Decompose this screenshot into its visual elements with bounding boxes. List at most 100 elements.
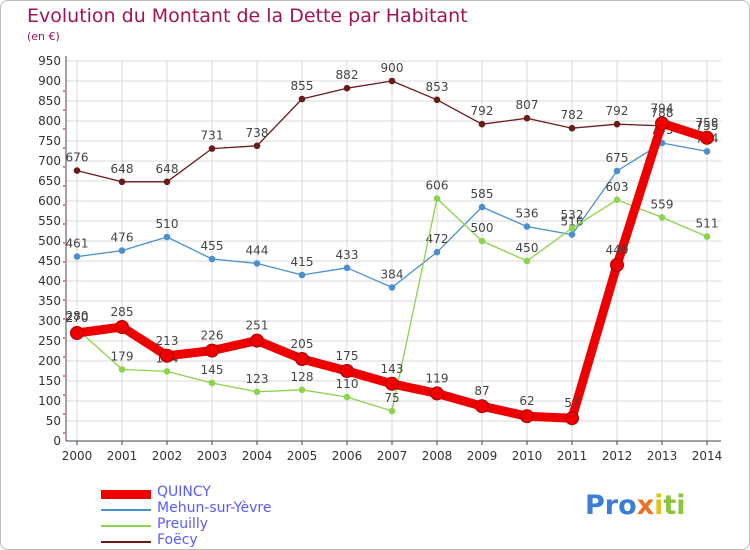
data-label-mehun-sur-yevre: 444 <box>246 243 269 257</box>
data-label-foecy: 731 <box>201 129 224 143</box>
data-point-quincy <box>205 343 219 358</box>
data-label-quincy: 213 <box>156 334 179 348</box>
x-tick-label: 2013 <box>647 449 678 463</box>
data-point-mehun-sur-yevre <box>73 253 81 260</box>
data-point-quincy <box>70 326 84 340</box>
data-point-foecy <box>613 120 621 128</box>
x-tick-label: 2001 <box>107 449 138 463</box>
x-tick-label: 2009 <box>467 449 498 463</box>
x-tick-label: 2008 <box>422 449 453 463</box>
data-point-preuilly <box>433 195 441 202</box>
data-point-foecy <box>253 142 261 150</box>
data-label-preuilly: 145 <box>201 363 224 377</box>
data-label-preuilly: 280 <box>66 309 89 323</box>
legend-label: QUINCY <box>157 484 211 500</box>
data-point-foecy <box>298 95 306 103</box>
y-tick-label: 550 <box>38 214 61 228</box>
data-label-preuilly: 500 <box>471 221 494 235</box>
y-tick-label: 350 <box>38 294 61 308</box>
data-point-preuilly <box>388 407 396 415</box>
data-point-quincy <box>160 348 174 363</box>
data-label-foecy: 676 <box>66 151 89 165</box>
proxiti-logo: Proxiti <box>585 490 686 521</box>
data-point-foecy <box>523 114 531 122</box>
y-tick-label: 900 <box>38 74 61 88</box>
data-point-quincy <box>520 409 534 424</box>
data-label-mehun-sur-yevre: 476 <box>111 231 134 245</box>
data-point-quincy <box>385 376 399 391</box>
x-tick-label: 2005 <box>287 449 318 463</box>
data-label-quincy: 794 <box>651 101 674 115</box>
data-label-foecy: 792 <box>606 104 629 118</box>
y-tick-label: 100 <box>38 394 61 408</box>
data-point-quincy <box>115 320 129 334</box>
y-tick-label: 850 <box>38 94 61 108</box>
data-label-foecy: 782 <box>561 108 584 122</box>
data-point-mehun-sur-yevre <box>523 223 531 230</box>
data-label-foecy: 882 <box>336 68 359 82</box>
logo-letter: i <box>654 490 664 521</box>
data-label-preuilly: 110 <box>336 377 359 391</box>
legend-item-preuilly: Preuilly <box>101 516 301 533</box>
data-point-preuilly <box>703 233 711 240</box>
data-label-preuilly: 128 <box>291 370 314 384</box>
data-label-preuilly: 559 <box>651 197 674 211</box>
data-label-preuilly: 532 <box>561 208 584 222</box>
data-label-foecy: 648 <box>156 162 179 176</box>
data-point-mehun-sur-yevre <box>703 148 711 155</box>
data-point-quincy <box>340 364 354 378</box>
x-tick-label: 2006 <box>332 449 363 463</box>
data-point-mehun-sur-yevre <box>613 167 621 175</box>
data-label-foecy: 900 <box>381 61 404 75</box>
data-label-preuilly: 75 <box>384 391 399 405</box>
data-point-quincy <box>610 258 624 272</box>
chart-title: Evolution du Montant de la Dette par Hab… <box>27 5 468 27</box>
data-point-mehun-sur-yevre <box>298 271 306 279</box>
data-label-quincy: 119 <box>426 371 449 385</box>
data-point-mehun-sur-yevre <box>208 255 216 263</box>
data-point-preuilly <box>118 366 126 373</box>
data-label-foecy: 755 <box>696 119 719 133</box>
data-label-mehun-sur-yevre: 536 <box>516 207 539 221</box>
data-point-quincy <box>700 130 714 145</box>
legend-label: Preuilly <box>157 516 209 532</box>
data-point-foecy <box>208 145 216 152</box>
x-tick-label: 2012 <box>602 449 633 463</box>
data-label-foecy: 853 <box>426 80 449 94</box>
data-label-quincy: 226 <box>201 329 224 343</box>
legend-item-quincy: QUINCY <box>101 484 301 501</box>
data-label-foecy: 788 <box>651 106 674 120</box>
y-tick-label: 500 <box>38 234 61 248</box>
y-tick-label: 600 <box>38 194 61 208</box>
legend-swatch <box>101 525 151 527</box>
x-tick-label: 2002 <box>152 449 183 463</box>
data-label-preuilly: 179 <box>111 349 134 363</box>
data-point-mehun-sur-yevre <box>478 203 486 211</box>
data-label-foecy: 792 <box>471 104 494 118</box>
data-label-mehun-sur-yevre: 461 <box>66 237 89 251</box>
data-point-mehun-sur-yevre <box>163 233 171 241</box>
data-point-mehun-sur-yevre <box>433 248 441 256</box>
data-point-quincy <box>295 352 309 366</box>
data-point-quincy <box>250 333 264 348</box>
data-point-preuilly <box>163 368 171 375</box>
data-label-mehun-sur-yevre: 675 <box>606 151 629 165</box>
data-point-quincy <box>565 411 579 426</box>
y-tick-label: 450 <box>38 254 61 268</box>
data-label-quincy: 270 <box>66 311 89 325</box>
data-point-preuilly <box>613 196 621 204</box>
y-tick-label: 250 <box>38 334 61 348</box>
data-point-mehun-sur-yevre <box>568 231 576 238</box>
unit-label: (en €) <box>27 30 60 43</box>
data-point-mehun-sur-yevre <box>343 264 351 272</box>
y-tick-label: 0 <box>53 434 61 448</box>
data-point-preuilly <box>208 379 216 387</box>
data-point-foecy <box>343 84 351 92</box>
data-point-foecy <box>118 178 126 186</box>
y-tick-label: 800 <box>38 114 61 128</box>
data-label-quincy: 205 <box>291 337 314 351</box>
data-label-quincy: 143 <box>381 362 404 376</box>
x-tick-label: 2011 <box>557 449 588 463</box>
